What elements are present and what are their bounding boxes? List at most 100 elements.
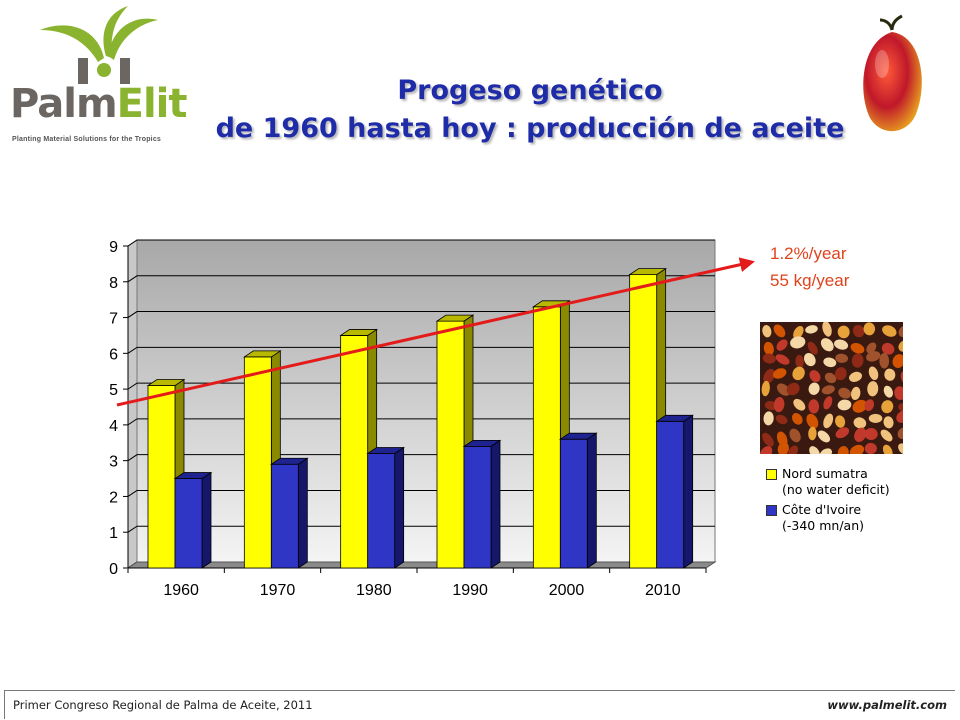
seed-shape — [793, 325, 804, 339]
bar-side — [394, 446, 405, 569]
seed-shape — [867, 381, 879, 397]
seed-shape — [775, 354, 790, 365]
title-line-2: de 1960 hasta hoy : producción de aceite — [215, 113, 845, 144]
bar-top — [270, 457, 309, 465]
footer-conference: Primer Congreso Regional de Palma de Ace… — [13, 698, 313, 712]
bar-cote-divoire-1960 — [174, 478, 203, 569]
bar-cote-divoire-1970 — [270, 463, 299, 569]
seed-shape — [864, 399, 875, 412]
seed-shape — [792, 366, 805, 381]
seed-shape — [788, 445, 799, 454]
palm-fruit-image — [863, 14, 922, 132]
seed-shape — [776, 383, 790, 396]
bar-nord-sumatra-1960 — [147, 385, 176, 569]
bar-top — [655, 414, 694, 422]
chart-floor — [126, 561, 717, 569]
legend-swatch-blue — [766, 505, 777, 516]
bar-side — [490, 439, 501, 569]
seed-shape — [850, 386, 861, 401]
gridline — [127, 239, 715, 247]
seed-shape — [881, 400, 894, 414]
seed-shape — [868, 366, 879, 381]
legend-label: Côte d'Ivoire — [782, 502, 862, 517]
seed-shape — [883, 416, 894, 429]
seed-shape — [795, 354, 804, 369]
bar-side — [201, 471, 212, 569]
seed-shape — [763, 368, 775, 384]
palmelit-logo: PalmElit Planting Material Solutions for… — [0, 0, 205, 150]
trend-annotation: 1.2%/year 55 kg/year — [770, 240, 849, 294]
gridline — [127, 346, 715, 354]
seed-shape — [823, 396, 833, 410]
chart-back-wall — [136, 239, 716, 563]
seed-shape — [803, 353, 816, 367]
seed-shape — [879, 353, 890, 369]
footer-website-link[interactable]: www.palmelit.com — [827, 698, 947, 712]
x-tick-label: 2000 — [549, 582, 585, 599]
seed-shape — [761, 380, 770, 397]
seed-shape — [835, 353, 849, 363]
seed-shape — [805, 325, 818, 334]
y-tick-label: 2 — [109, 489, 118, 506]
bar-side — [586, 432, 597, 569]
seed-shape — [897, 427, 903, 440]
y-tick-label: 8 — [109, 275, 118, 292]
seed-shape — [853, 417, 867, 429]
seed-shape — [884, 368, 896, 381]
seed-shape — [775, 414, 788, 425]
seed-shape — [790, 336, 806, 349]
x-tick-label: 1990 — [452, 582, 488, 599]
seed-shape — [849, 371, 863, 382]
seed-shape — [894, 386, 903, 401]
gridline — [127, 311, 715, 318]
seed-shape — [809, 446, 820, 454]
seed-shape — [777, 441, 789, 454]
seed-shape — [881, 342, 895, 355]
bar-top — [435, 314, 475, 322]
bar-top — [339, 329, 378, 336]
seed-shape — [837, 445, 849, 454]
seed-shape — [786, 382, 800, 396]
palm-seeds-image — [760, 322, 903, 454]
seed-shape — [789, 428, 801, 443]
legend-sublabel: (-340 mn/an) — [782, 518, 864, 533]
seed-shape — [866, 342, 877, 354]
seed-shape — [808, 426, 817, 441]
seed-shape — [762, 432, 774, 447]
y-tick-label: 5 — [109, 382, 118, 399]
seed-shape — [835, 427, 850, 439]
footer-bar: Primer Congreso Regional de Palma de Ace… — [4, 690, 955, 719]
seed-shape — [823, 357, 837, 368]
seed-shape — [868, 413, 883, 423]
seed-shape — [807, 341, 818, 355]
legend-item-nord-sumatra: Nord sumatra (no water deficit) — [766, 466, 890, 498]
legend-sublabel: (no water deficit) — [782, 482, 890, 497]
logo-wordmark: PalmElit — [10, 81, 187, 127]
seed-shape — [791, 413, 803, 425]
trend-arrow — [116, 257, 755, 407]
trend-rate-kg: 55 kg/year — [770, 271, 850, 290]
seed-shape — [773, 397, 785, 413]
seed-shape — [806, 413, 819, 429]
seed-shape — [817, 430, 831, 443]
logo-tagline: Planting Material Solutions for the Trop… — [12, 136, 162, 143]
bar-cote-divoire-1980 — [367, 453, 396, 569]
bar-side — [297, 457, 308, 569]
seed-shape — [763, 411, 774, 426]
seed-shape — [819, 448, 833, 454]
seed-shape — [760, 446, 773, 454]
legend-label: Nord sumatra — [782, 466, 868, 481]
seed-shape — [852, 399, 868, 413]
page-title: Progeso genético de 1960 hasta hoy : pro… — [200, 72, 860, 148]
bar-side — [683, 414, 694, 569]
chart-side-wall — [127, 239, 138, 569]
bar-cote-divoire-2010 — [656, 420, 685, 569]
bar-top — [628, 268, 667, 276]
gridline — [127, 418, 715, 426]
seed-shape — [837, 399, 852, 411]
seed-shape — [762, 353, 776, 364]
gridline — [127, 275, 715, 283]
x-tick-label: 1970 — [260, 582, 296, 599]
seed-shape — [822, 322, 832, 337]
